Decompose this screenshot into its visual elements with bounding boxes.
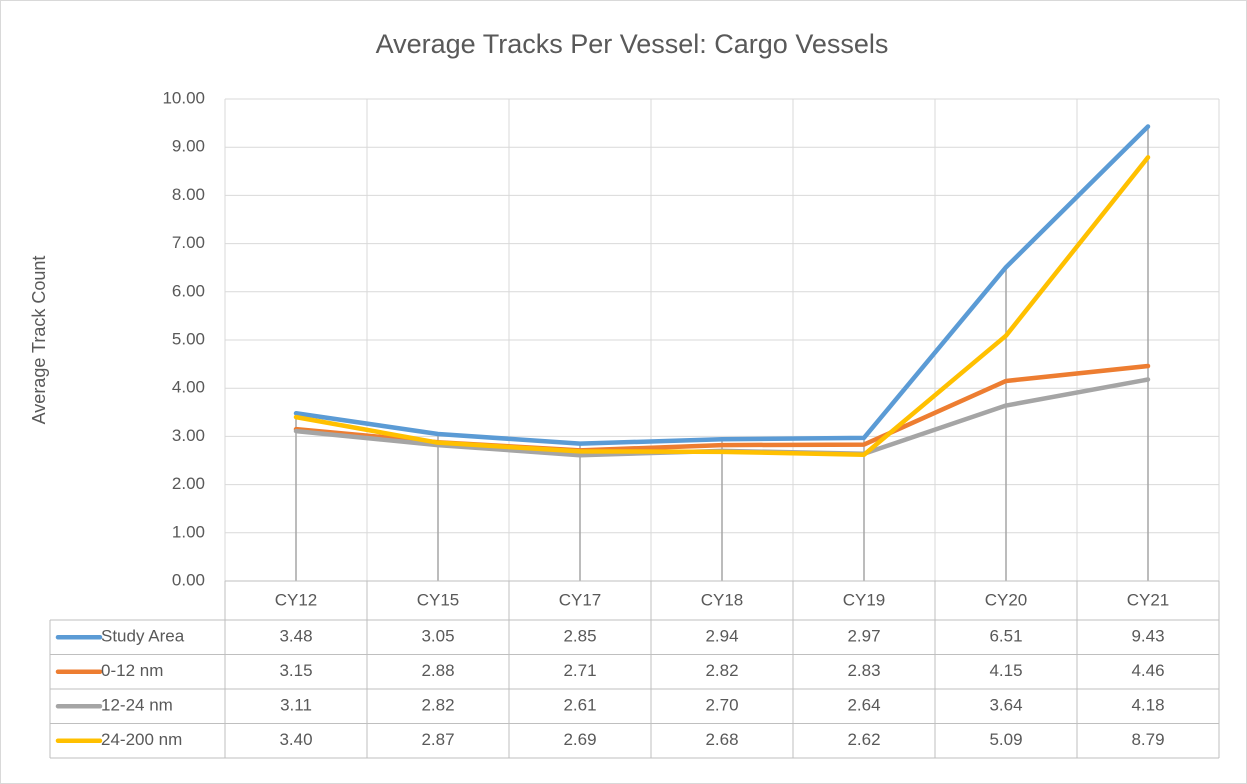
table-value: 2.83 — [847, 661, 880, 680]
y-tick-label: 5.00 — [172, 329, 205, 348]
x-tick-label: CY12 — [275, 590, 318, 609]
table-value: 2.82 — [421, 696, 454, 715]
table-value: 3.64 — [989, 696, 1022, 715]
table-value: 2.97 — [847, 627, 880, 646]
table-value: 4.15 — [989, 661, 1022, 680]
table-value: 2.64 — [847, 696, 880, 715]
x-tick-label: CY17 — [559, 590, 602, 609]
y-tick-label: 9.00 — [172, 137, 205, 156]
table-value: 2.70 — [705, 696, 738, 715]
table-value: 2.88 — [421, 661, 454, 680]
table-value: 2.68 — [705, 730, 738, 749]
y-tick-label: 3.00 — [172, 426, 205, 445]
legend-label: 12-24 nm — [101, 696, 173, 715]
series-line — [293, 124, 1151, 446]
x-tick-label: CY18 — [701, 590, 744, 609]
series-line — [293, 155, 1151, 457]
x-tick-label: CY21 — [1127, 590, 1170, 609]
table-value: 2.62 — [847, 730, 880, 749]
table-value: 5.09 — [989, 730, 1022, 749]
table-value: 2.82 — [705, 661, 738, 680]
y-tick-label: 8.00 — [172, 185, 205, 204]
x-tick-label: CY19 — [843, 590, 886, 609]
table-value: 3.15 — [279, 661, 312, 680]
table-value: 8.79 — [1131, 730, 1164, 749]
table-value: 6.51 — [989, 627, 1022, 646]
table-value: 4.18 — [1131, 696, 1164, 715]
x-tick-label: CY20 — [985, 590, 1028, 609]
table-value: 2.71 — [563, 661, 596, 680]
y-tick-label: 1.00 — [172, 522, 205, 541]
table-value: 3.48 — [279, 627, 312, 646]
table-value: 2.94 — [705, 627, 738, 646]
table-value: 2.69 — [563, 730, 596, 749]
table-value: 4.46 — [1131, 661, 1164, 680]
legend-label: 0-12 nm — [101, 661, 163, 680]
table-value: 3.11 — [280, 696, 312, 715]
y-tick-label: 4.00 — [172, 378, 205, 397]
y-tick-label: 6.00 — [172, 281, 205, 300]
x-tick-label: CY15 — [417, 590, 460, 609]
table-value: 9.43 — [1131, 627, 1164, 646]
table-value: 2.61 — [563, 696, 596, 715]
legend-label: 24-200 nm — [101, 730, 182, 749]
legend-label: Study Area — [101, 627, 185, 646]
table-value: 3.40 — [279, 730, 312, 749]
y-tick-label: 0.00 — [172, 570, 205, 589]
table-value: 2.85 — [563, 627, 596, 646]
y-tick-label: 10.00 — [162, 88, 205, 107]
chart-title: Average Tracks Per Vessel: Cargo Vessels — [376, 29, 889, 59]
table-value: 3.05 — [421, 627, 454, 646]
table-value: 2.87 — [421, 730, 454, 749]
y-tick-label: 2.00 — [172, 474, 205, 493]
y-tick-label: 7.00 — [172, 233, 205, 252]
y-axis-title: Average Track Count — [29, 256, 49, 425]
